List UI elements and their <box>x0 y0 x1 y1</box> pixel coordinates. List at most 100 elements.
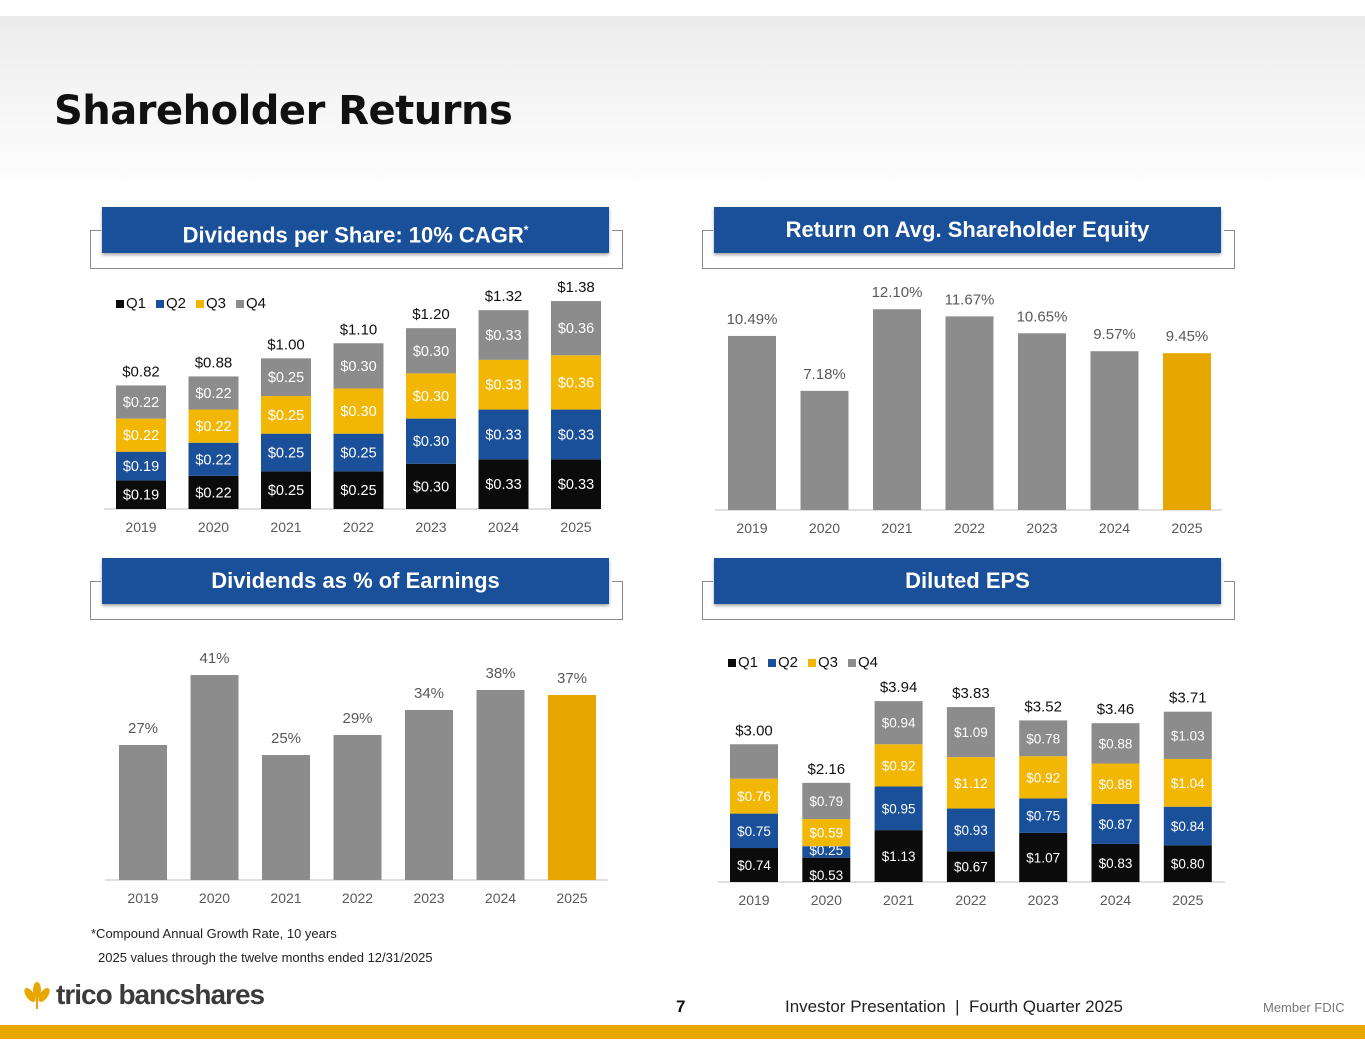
payout-x-tick-label: 2022 <box>342 890 373 906</box>
dividends-bar-segment-q2 <box>261 433 311 472</box>
dividends-total-label: $0.82 <box>122 363 160 380</box>
dividends-panel-header: Dividends per Share: 10% CAGR* <box>102 207 609 253</box>
eps-bar-segment-q2 <box>1019 798 1068 833</box>
eps-bar-segment-q4 <box>730 744 778 779</box>
dividends-legend-swatch-q2 <box>156 300 164 308</box>
dividends-legend-swatch-q3 <box>196 300 204 308</box>
eps-bar-segment-q1 <box>730 848 778 882</box>
roe-data-label: 10.65% <box>1017 308 1068 325</box>
payout-data-label: 25% <box>271 730 301 747</box>
roe-data-label: 10.49% <box>727 311 778 328</box>
payout-x-tick-label: 2020 <box>199 890 230 906</box>
eps-segment-data-label: $1.03 <box>1171 728 1205 743</box>
roe-bar <box>1018 333 1066 510</box>
eps-legend-swatch-q2 <box>768 659 776 667</box>
eps-bar-segment-q4 <box>1163 711 1212 759</box>
eps-bar-segment-q4 <box>946 707 995 758</box>
eps-bar-segment-q3 <box>874 744 923 787</box>
eps-segment-data-label: $1.07 <box>1026 850 1060 865</box>
eps-x-tick-label: 2020 <box>811 892 842 908</box>
eps-bar-segment-q3 <box>946 757 995 809</box>
eps-bar-segment-q4 <box>802 782 851 820</box>
payout-data-label: 29% <box>342 710 372 727</box>
eps-segment-data-label: $0.75 <box>737 824 771 839</box>
eps-segment-data-label: $0.93 <box>954 823 988 838</box>
dividends-segment-data-label: $0.19 <box>123 459 159 475</box>
dividends-segment-data-label: $0.25 <box>268 408 304 424</box>
dividends-x-tick-label: 2023 <box>415 519 446 535</box>
dividends-total-label: $1.32 <box>485 288 523 305</box>
eps-bar-segment-q1 <box>946 851 995 882</box>
dividends-segment-data-label: $0.25 <box>340 483 376 499</box>
eps-segment-data-label: $0.83 <box>1099 856 1133 871</box>
eps-x-tick-label: 2023 <box>1028 892 1059 908</box>
bottom-accent-bar <box>0 1025 1365 1039</box>
payout-data-label: 27% <box>128 720 158 737</box>
dividends-bar-segment-q3 <box>116 418 166 452</box>
roe-data-label: 11.67% <box>945 291 995 308</box>
dividends-segment-data-label: $0.33 <box>558 427 594 443</box>
payout-panel-header: Dividends as % of Earnings <box>102 558 609 604</box>
eps-segment-data-label: $0.88 <box>1099 736 1133 751</box>
roe-data-label: 9.45% <box>1166 328 1209 345</box>
dividends-legend-label-q2: Q2 <box>166 295 186 312</box>
eps-bar-segment-q1 <box>874 830 923 882</box>
eps-legend-label-q2: Q2 <box>778 654 798 671</box>
eps-total-label: $3.52 <box>1024 698 1062 715</box>
dividends-segment-data-label: $0.30 <box>413 389 449 405</box>
dividends-segment-data-label: $0.33 <box>558 477 594 493</box>
dividends-legend-label-q3: Q3 <box>206 295 226 312</box>
dividends-total-label: $1.00 <box>267 336 305 353</box>
eps-total-label: $3.94 <box>880 679 918 696</box>
payout-bar <box>262 755 310 880</box>
eps-segment-data-label: $0.78 <box>1026 731 1060 746</box>
dividends-segment-data-label: $0.22 <box>195 452 231 468</box>
eps-bar-segment-q1 <box>1163 845 1212 882</box>
eps-bar-segment-q2 <box>1163 806 1212 846</box>
eps-bar-segment-q1 <box>802 857 851 882</box>
roe-bar <box>945 316 994 510</box>
dividends-bar-segment-q4 <box>333 343 384 389</box>
payout-x-tick-label: 2021 <box>270 890 301 906</box>
dividends-x-tick-label: 2019 <box>125 519 156 535</box>
eps-bar-segment-q3 <box>1019 756 1068 799</box>
eps-segment-data-label: $0.80 <box>1171 857 1205 872</box>
dividends-bar-segment-q2 <box>478 409 529 460</box>
eps-segment-data-label: $0.74 <box>737 858 771 873</box>
eps-legend-label-q1: Q1 <box>738 654 758 671</box>
dividends-bar-segment-q1 <box>478 459 529 509</box>
payout-panel-frame <box>90 581 623 620</box>
eps-segment-data-label: $0.92 <box>882 758 916 773</box>
eps-segment-data-label: $1.12 <box>954 776 988 791</box>
dividends-bar-segment-q3 <box>188 409 239 443</box>
eps-total-label: $3.83 <box>952 685 990 702</box>
dividends-bar-segment-q4 <box>188 376 239 410</box>
dividends-bar-segment-q4 <box>406 328 456 374</box>
presentation-label: Investor Presentation | Fourth Quarter 2… <box>785 997 1123 1016</box>
payout-bar <box>190 675 239 880</box>
dividends-x-tick-label: 2021 <box>270 519 301 535</box>
roe-x-tick-label: 2023 <box>1026 520 1057 536</box>
dividends-segment-data-label: $0.33 <box>485 477 521 493</box>
payout-data-label: 41% <box>199 650 229 667</box>
dividends-bar-segment-q2 <box>551 409 601 460</box>
page-title: Shareholder Returns <box>54 88 513 134</box>
roe-x-tick-label: 2021 <box>881 520 912 536</box>
logo-text: trico bancshares <box>56 979 265 1010</box>
eps-segment-data-label: $1.04 <box>1171 776 1205 791</box>
cagr-footnote: *Compound Annual Growth Rate, 10 years <box>91 926 337 941</box>
dividends-bar-segment-q2 <box>333 433 384 472</box>
payout-panel-title: Dividends as % of Earnings <box>211 568 500 593</box>
eps-bar-segment-q3 <box>730 778 778 814</box>
eps-segment-data-label: $0.94 <box>882 716 916 731</box>
dividends-legend-swatch-q1 <box>116 300 124 308</box>
period-footnote: 2025 values through the twelve months en… <box>98 950 433 965</box>
roe-data-label: 7.18% <box>803 366 846 383</box>
dividends-segment-data-label: $0.22 <box>195 419 231 435</box>
company-logo: trico bancshares <box>22 979 265 1011</box>
eps-segment-data-label: $0.53 <box>809 868 843 883</box>
eps-bar-segment-q3 <box>1163 758 1212 807</box>
dividends-bar-segment-q4 <box>116 385 166 419</box>
eps-segment-data-label: $1.09 <box>954 725 988 740</box>
